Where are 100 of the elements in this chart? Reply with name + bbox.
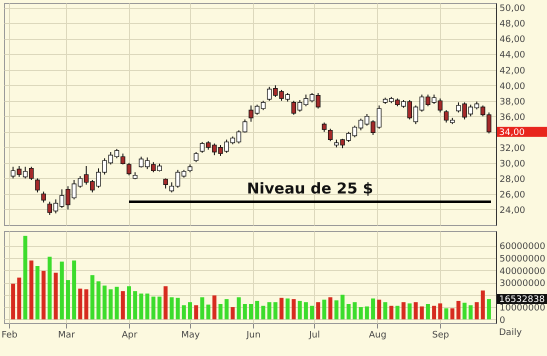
candlestick xyxy=(41,191,46,203)
y-tick-label: 44,00 xyxy=(500,50,526,61)
bar xyxy=(346,304,351,320)
bar xyxy=(17,278,22,320)
bar xyxy=(188,302,192,320)
bar xyxy=(249,304,254,320)
x-tick-label: Jul xyxy=(308,330,320,340)
y-tick-label: 40,00 xyxy=(500,82,526,92)
bar xyxy=(230,307,235,320)
bar xyxy=(60,262,64,320)
bar xyxy=(286,298,290,320)
text: 16532838 xyxy=(499,295,546,306)
bar xyxy=(408,303,412,320)
bar xyxy=(194,305,198,320)
text: Daily xyxy=(499,328,522,338)
y-tick-label: 46,00 xyxy=(500,35,526,46)
bar xyxy=(200,297,204,320)
x-tick-label: Jun xyxy=(246,330,261,340)
y-tick-label: 48,00 xyxy=(500,20,526,30)
candlestick xyxy=(328,128,333,142)
bar xyxy=(158,296,162,320)
y-tick-label: 24,00 xyxy=(500,206,526,216)
bar xyxy=(102,286,107,320)
bar xyxy=(108,289,113,320)
y-tick-label: 30,00 xyxy=(500,159,526,170)
bar xyxy=(371,298,376,320)
y-tick-label: 30000000 xyxy=(500,279,546,290)
bar xyxy=(395,306,400,320)
bar xyxy=(480,290,485,320)
bar xyxy=(328,297,332,320)
bar xyxy=(364,306,369,320)
bar xyxy=(267,302,272,320)
bar xyxy=(468,305,473,320)
x-tick-label: Aug xyxy=(368,330,386,340)
y-tick-label: 50,00 xyxy=(500,4,526,14)
candlestick xyxy=(194,152,198,163)
x-tick-label: Apr xyxy=(122,330,138,340)
bar xyxy=(29,260,34,320)
bar xyxy=(426,304,430,320)
bar xyxy=(474,302,479,320)
bar xyxy=(66,280,70,320)
bar xyxy=(340,294,345,320)
bar xyxy=(78,288,82,320)
candlestick xyxy=(163,178,168,190)
bar xyxy=(432,306,436,320)
bar xyxy=(182,305,186,320)
bar xyxy=(114,286,119,320)
bar xyxy=(358,307,363,320)
bar xyxy=(126,286,131,320)
y-tick-label: 42,00 xyxy=(500,66,526,76)
bar xyxy=(145,294,150,320)
bar xyxy=(420,306,424,320)
bar xyxy=(151,296,156,320)
bar xyxy=(139,294,144,320)
bar xyxy=(292,299,296,320)
candlestick xyxy=(35,178,40,193)
bar xyxy=(352,302,357,320)
y-tick-label: 40000000 xyxy=(500,266,546,277)
bar xyxy=(120,291,125,320)
bar xyxy=(236,297,241,320)
y-tick-label: 50000000 xyxy=(500,254,546,264)
bar xyxy=(261,306,266,320)
bar xyxy=(280,298,284,320)
bar xyxy=(414,302,418,320)
bar xyxy=(402,302,406,320)
bar xyxy=(450,308,454,320)
x-tick-label: Feb xyxy=(2,330,18,340)
bar xyxy=(438,303,442,320)
y-tick-label: 10000000 xyxy=(500,304,546,314)
bar xyxy=(316,302,320,320)
bar xyxy=(462,302,467,320)
bar xyxy=(389,306,394,320)
y-tick-label: 32,00 xyxy=(500,144,526,154)
bar xyxy=(377,300,382,320)
y-tick-label: 0 xyxy=(500,316,506,326)
bar xyxy=(224,299,229,320)
y-tick-label: 26,00 xyxy=(500,190,526,200)
bar xyxy=(383,302,388,320)
bar xyxy=(322,300,326,320)
candlestick xyxy=(126,162,132,176)
bar xyxy=(133,291,138,320)
text: 34,00 xyxy=(499,128,526,138)
y-tick-label: 60000000 xyxy=(500,242,546,252)
bar xyxy=(242,304,247,320)
bar xyxy=(48,256,52,320)
bar xyxy=(170,297,174,320)
bar xyxy=(304,302,308,320)
y-tick-label: 28,00 xyxy=(500,174,526,185)
bar xyxy=(35,266,40,320)
bar xyxy=(84,289,88,320)
bar xyxy=(298,300,302,320)
bar xyxy=(72,260,76,320)
bar xyxy=(273,302,278,320)
bar xyxy=(212,295,216,320)
x-tick-label: Mar xyxy=(58,330,76,340)
bar xyxy=(54,272,58,320)
bar xyxy=(456,300,460,320)
y-tick-label: 36,00 xyxy=(500,112,526,123)
bar xyxy=(310,306,314,320)
bar xyxy=(176,298,180,320)
